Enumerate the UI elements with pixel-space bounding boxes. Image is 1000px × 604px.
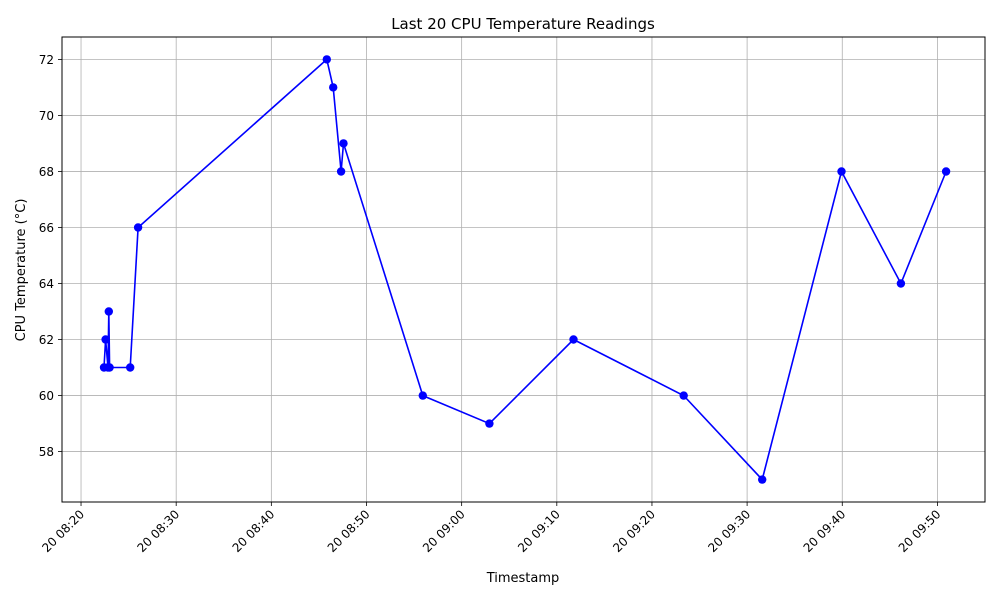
data-point xyxy=(104,307,114,316)
y-tick-label: 64 xyxy=(39,277,54,291)
x-axis-label: Timestamp xyxy=(486,571,560,586)
data-point xyxy=(105,363,114,372)
data-point xyxy=(485,419,494,428)
y-tick-label: 72 xyxy=(39,53,54,67)
grid-lines xyxy=(62,37,985,502)
data-point xyxy=(418,391,427,400)
data-point xyxy=(339,139,348,148)
chart-title: Last 20 CPU Temperature Readings xyxy=(391,15,655,33)
data-point xyxy=(569,335,578,344)
data-point xyxy=(896,279,906,288)
y-axis-ticks: 58 60 62 64 66 68 70 72 xyxy=(39,53,62,459)
y-tick-label: 58 xyxy=(39,445,54,459)
data-point xyxy=(133,223,143,232)
y-tick-label: 62 xyxy=(39,333,54,347)
data-point xyxy=(336,167,346,176)
y-tick-label: 68 xyxy=(39,165,54,179)
data-point xyxy=(101,335,110,344)
y-tick-label: 60 xyxy=(39,389,54,403)
series-temperature xyxy=(99,55,951,484)
y-tick-label: 66 xyxy=(39,221,54,235)
y-tick-label: 70 xyxy=(39,109,54,123)
data-point xyxy=(322,55,331,64)
plot-area-frame xyxy=(61,36,986,503)
data-point xyxy=(837,167,846,176)
data-point xyxy=(126,363,135,372)
data-point xyxy=(679,391,688,400)
y-axis-label: CPU Temperature (°C) xyxy=(14,199,29,342)
data-point xyxy=(329,83,338,92)
data-point xyxy=(941,167,951,176)
data-point xyxy=(758,475,767,484)
